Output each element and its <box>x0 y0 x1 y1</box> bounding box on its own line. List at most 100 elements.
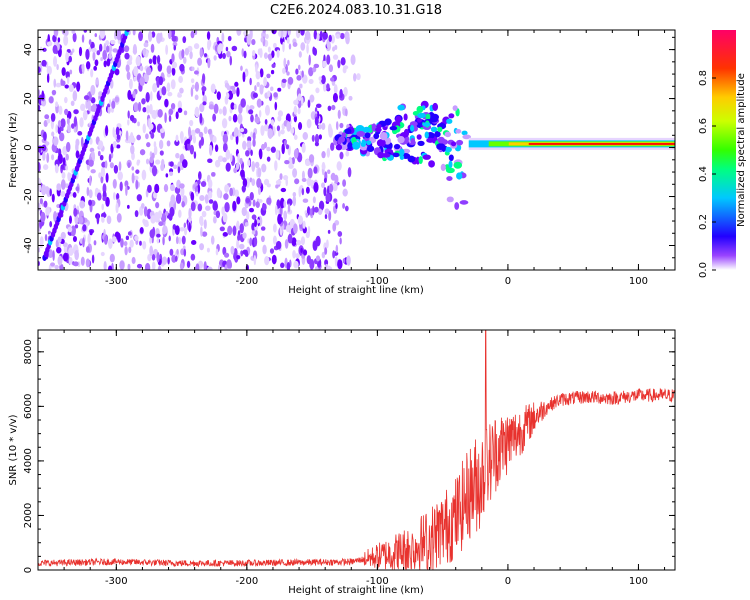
noise-blob <box>143 206 148 217</box>
noise-blob <box>109 162 114 169</box>
y-tick-label: 6000 <box>23 394 34 419</box>
noise-blob <box>155 159 161 165</box>
noise-blob <box>98 172 102 179</box>
noise-blob <box>179 63 185 72</box>
noise-blob <box>271 254 277 265</box>
noise-blob <box>149 245 154 257</box>
noise-blob <box>139 76 145 87</box>
noise-blob <box>127 263 131 270</box>
noise-blob <box>212 113 217 122</box>
noise-blob <box>125 64 130 73</box>
noise-blob <box>337 259 343 270</box>
noise-blob <box>87 233 91 245</box>
noise-blob <box>272 42 277 49</box>
cluster-blob <box>416 134 422 140</box>
noise-blob <box>286 71 290 76</box>
noise-blob <box>116 30 122 41</box>
noise-blob <box>299 83 303 88</box>
noise-blob <box>206 247 210 253</box>
noise-blob <box>54 264 59 270</box>
noise-blob <box>339 88 343 99</box>
noise-blob <box>100 57 103 62</box>
noise-blob <box>105 172 109 183</box>
noise-blob <box>127 110 130 119</box>
noise-blob <box>41 90 45 101</box>
noise-blob <box>293 134 298 140</box>
noise-blob <box>132 43 137 55</box>
noise-blob <box>88 189 93 199</box>
noise-blob <box>266 197 272 205</box>
noise-blob <box>222 212 228 223</box>
noise-blob <box>153 141 157 148</box>
noise-blob <box>81 64 85 70</box>
noise-blob <box>69 69 73 75</box>
noise-blob <box>264 255 270 266</box>
colorbar-tick-label: 0.2 <box>698 214 709 230</box>
noise-blob <box>88 39 92 46</box>
noise-blob <box>166 82 171 93</box>
noise-blob <box>73 261 79 267</box>
noise-blob <box>184 226 188 236</box>
noise-blob <box>157 108 163 118</box>
noise-blob <box>234 81 239 87</box>
cluster-blob <box>416 105 424 114</box>
noise-blob <box>255 219 261 224</box>
noise-blob <box>108 54 113 60</box>
noise-blob <box>116 213 122 223</box>
cluster-blob <box>428 160 435 168</box>
noise-blob <box>82 237 85 248</box>
noise-blob <box>135 169 140 174</box>
noise-blob <box>326 265 331 270</box>
noise-blob <box>344 205 349 212</box>
noise-blob <box>300 247 303 254</box>
noise-blob <box>248 109 254 115</box>
noise-blob <box>112 141 117 149</box>
noise-blob <box>345 150 350 157</box>
noise-blob <box>171 53 175 63</box>
noise-blob <box>343 86 348 97</box>
noise-blob <box>328 183 334 193</box>
noise-blob <box>175 236 179 245</box>
noise-blob <box>340 57 346 66</box>
cluster-blob <box>399 154 405 160</box>
noise-blob <box>97 150 101 157</box>
noise-blob <box>283 30 287 38</box>
noise-blob <box>292 250 296 259</box>
noise-blob <box>119 260 125 270</box>
noise-blob <box>280 262 285 269</box>
noise-blob <box>241 48 245 57</box>
noise-blob <box>94 59 99 67</box>
noise-blob <box>174 255 178 262</box>
noise-blob <box>214 159 221 168</box>
noise-blob <box>280 187 287 193</box>
cluster-blob <box>366 145 375 152</box>
noise-blob <box>308 78 314 85</box>
noise-blob <box>237 234 241 241</box>
noise-blob <box>262 203 267 211</box>
noise-blob <box>195 263 200 270</box>
noise-blob <box>60 118 66 128</box>
noise-blob <box>248 207 255 213</box>
noise-blob <box>314 133 320 145</box>
noise-blob <box>235 222 239 231</box>
noise-blob <box>143 42 149 48</box>
noise-blob <box>174 139 180 146</box>
spectrogram-marks <box>38 30 675 270</box>
noise-blob <box>257 167 262 178</box>
noise-blob <box>194 94 199 101</box>
noise-blob <box>240 65 243 71</box>
noise-blob <box>337 59 341 69</box>
noise-blob <box>233 127 239 137</box>
noise-blob <box>169 248 174 256</box>
noise-blob <box>242 178 248 188</box>
noise-blob <box>240 98 246 108</box>
noise-blob <box>283 200 286 208</box>
noise-blob <box>287 30 292 36</box>
noise-blob <box>292 192 297 198</box>
noise-blob <box>68 257 73 265</box>
noise-blob <box>227 225 233 236</box>
noise-blob <box>342 188 348 197</box>
noise-blob <box>292 41 298 47</box>
y-tick-label: -20 <box>23 188 34 204</box>
noise-blob <box>127 119 130 126</box>
